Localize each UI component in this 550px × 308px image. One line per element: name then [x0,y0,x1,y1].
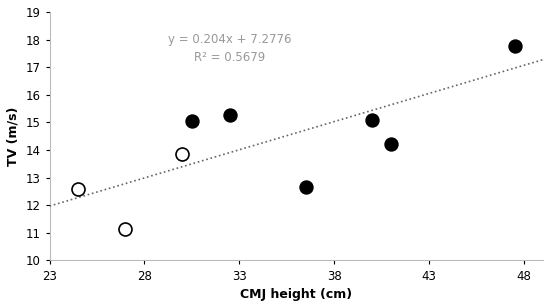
X-axis label: CMJ height (cm): CMJ height (cm) [240,288,353,301]
Point [121,226,130,231]
Point [301,185,310,190]
Point [226,113,234,118]
Point [188,119,196,124]
Point [368,117,377,122]
Y-axis label: TV (m/s): TV (m/s) [7,107,20,166]
Point [510,44,519,49]
Point [74,186,82,191]
Text: y = 0.204x + 7.2776: y = 0.204x + 7.2776 [168,33,292,46]
Text: R² = 0.5679: R² = 0.5679 [194,51,266,64]
Point [387,142,395,147]
Point [178,152,187,157]
